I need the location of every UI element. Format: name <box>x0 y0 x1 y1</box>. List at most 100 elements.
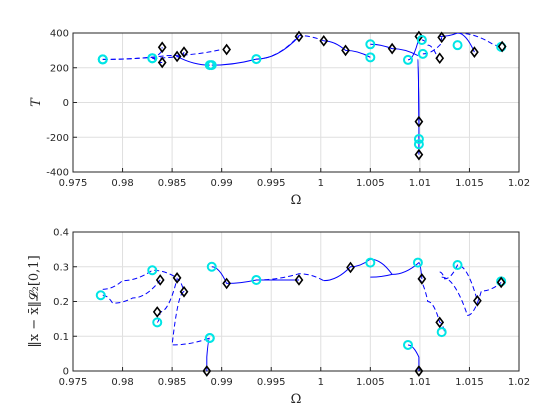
top-panel-tension-plot: 0.975 0.98 0.985 0.99 0.995 1 1.005 1.01 1.015 1.… <box>29 29 530 209</box>
y-tick-label: 0.3 <box>53 262 69 273</box>
x-tick-label: 0.985 <box>158 377 187 388</box>
x-tick-label: 1.01 <box>409 178 431 189</box>
bottom-panel-norm-plot: 0.975 0.98 0.985 0.99 0.995 1 1.005 1.01 1.015 1.… <box>27 228 530 408</box>
y-tick-label: 0.2 <box>53 297 69 308</box>
branch-curve <box>421 39 439 59</box>
x-tick-label: 1 <box>318 377 324 388</box>
branch-curve <box>102 49 222 60</box>
end-marker-diamond <box>497 40 507 53</box>
x-tick-label: 0.985 <box>158 178 187 189</box>
x-tick-label: 0.995 <box>257 178 286 189</box>
branch-curve <box>102 279 161 304</box>
end-marker-diamond <box>155 274 165 286</box>
y-tick-label: 0 <box>63 98 69 109</box>
y-tick-label: -200 <box>46 133 69 144</box>
x-tick-label: 0.975 <box>59 377 88 388</box>
end-marker-diamond <box>435 52 445 65</box>
branch-curve <box>370 43 419 57</box>
end-marker-diamond <box>172 272 182 284</box>
branch-curve <box>417 58 420 122</box>
branch-curve <box>152 51 185 59</box>
branch-curve <box>206 337 211 371</box>
start-marker-circle <box>365 39 376 50</box>
x-tick-label: 0.995 <box>257 377 286 388</box>
start-marker-circle <box>436 327 447 338</box>
end-marker-diamond <box>387 42 397 55</box>
y-axis-label: ‖x − x̄‖𝓛₂[0,1] <box>27 255 42 347</box>
end-marker-diamond <box>157 41 167 54</box>
branch-curve <box>157 278 185 323</box>
x-tick-label: 1 <box>318 178 324 189</box>
x-tick-label: 1.015 <box>455 178 484 189</box>
start-marker-circle <box>365 257 376 268</box>
start-marker-circle <box>417 48 428 59</box>
x-axis-label: Ω <box>291 193 302 208</box>
start-marker-circle <box>206 261 217 272</box>
start-marker-circle <box>416 34 427 45</box>
branch-curve <box>417 278 446 333</box>
start-marker-circle <box>402 54 413 65</box>
end-marker-diamond <box>470 46 479 58</box>
x-tick-label: 0.98 <box>111 377 133 388</box>
x-tick-label: 0.98 <box>111 178 133 189</box>
x-tick-label: 1.005 <box>356 377 385 388</box>
end-marker-diamond <box>179 46 189 58</box>
y-tick-label: 200 <box>50 63 69 74</box>
branch-curve <box>323 258 393 282</box>
branch-curve <box>256 35 324 60</box>
end-marker-diamond <box>346 261 355 274</box>
x-axis-label: Ω <box>291 392 302 407</box>
end-marker-diamond <box>157 56 167 69</box>
start-marker-circle <box>95 290 106 301</box>
branch-curve <box>439 264 478 301</box>
start-marker-circle <box>147 53 158 64</box>
end-marker-diamond <box>435 316 445 329</box>
x-tick-label: 0.99 <box>211 377 233 388</box>
x-tick-label: 1.02 <box>508 377 530 388</box>
end-marker-diamond <box>179 285 189 298</box>
end-marker-diamond <box>472 294 482 307</box>
end-marker-diamond <box>414 115 424 128</box>
start-marker-circle <box>402 339 413 350</box>
branch-curve <box>323 40 371 58</box>
end-marker-diamond <box>414 148 424 161</box>
y-tick-label: 0.1 <box>53 332 69 343</box>
end-marker-diamond <box>414 365 424 377</box>
x-tick-label: 1.005 <box>356 178 385 189</box>
start-marker-circle <box>152 317 163 328</box>
end-marker-diamond <box>222 43 231 56</box>
y-axis-label: T <box>29 97 44 107</box>
end-marker-diamond <box>496 276 506 289</box>
axes-frame <box>72 32 520 173</box>
start-marker-circle <box>412 257 423 268</box>
start-marker-circle <box>97 54 108 65</box>
branch-curve <box>211 266 299 284</box>
start-marker-circle <box>204 332 215 343</box>
end-marker-diamond <box>294 30 304 43</box>
start-marker-circle <box>365 52 376 63</box>
x-tick-label: 1.01 <box>409 377 431 388</box>
series-group <box>102 258 502 371</box>
branch-curve <box>457 33 502 48</box>
end-marker-diamond <box>222 277 231 290</box>
axes-frame <box>72 231 520 372</box>
y-tick-label: 0 <box>63 367 69 378</box>
end-marker-diamond <box>437 31 447 44</box>
x-tick-label: 1.02 <box>508 178 530 189</box>
y-tick-label: -400 <box>46 168 69 179</box>
x-tick-label: 0.99 <box>211 178 233 189</box>
start-marker-circle <box>147 265 158 276</box>
start-marker-circle <box>413 133 424 144</box>
x-tick-label: 0.975 <box>59 178 88 189</box>
branch-curve <box>176 56 210 66</box>
x-tick-label: 1.015 <box>455 377 484 388</box>
end-marker-diamond <box>172 50 182 63</box>
end-marker-diamond <box>341 44 350 57</box>
branch-curve <box>102 269 178 290</box>
end-marker-diamond <box>319 34 329 47</box>
y-tick-label: 0.4 <box>53 228 69 239</box>
end-marker-diamond <box>417 273 427 285</box>
branch-curve <box>441 276 502 316</box>
end-marker-diamond <box>202 365 212 377</box>
end-marker-diamond <box>152 306 162 318</box>
